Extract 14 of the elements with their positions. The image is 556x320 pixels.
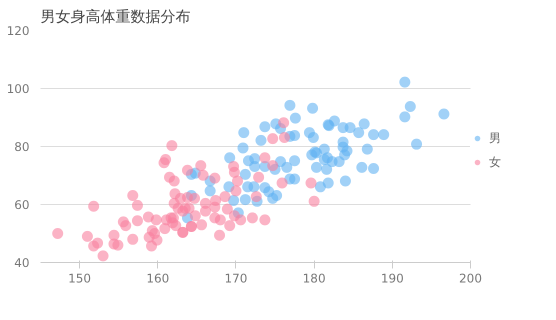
- y-tick-label: 100: [6, 82, 30, 96]
- x-tick-label: 190: [380, 272, 404, 286]
- x-tick-label: 180: [302, 272, 326, 286]
- x-tick-label: 160: [146, 272, 170, 286]
- legend-label: 男: [489, 130, 502, 146]
- chart-title: 男女身高体重数据分布: [40, 8, 190, 26]
- x-tick-label: 170: [224, 272, 248, 286]
- y-tick-label: 80: [14, 140, 30, 154]
- legend-label: 女: [489, 154, 502, 170]
- y-tick-label: 60: [14, 198, 30, 212]
- y-tick-label: 120: [6, 24, 30, 38]
- y-tick-label: 40: [14, 256, 30, 270]
- x-tick-label: 200: [459, 272, 482, 286]
- x-tick-label: 150: [68, 272, 92, 286]
